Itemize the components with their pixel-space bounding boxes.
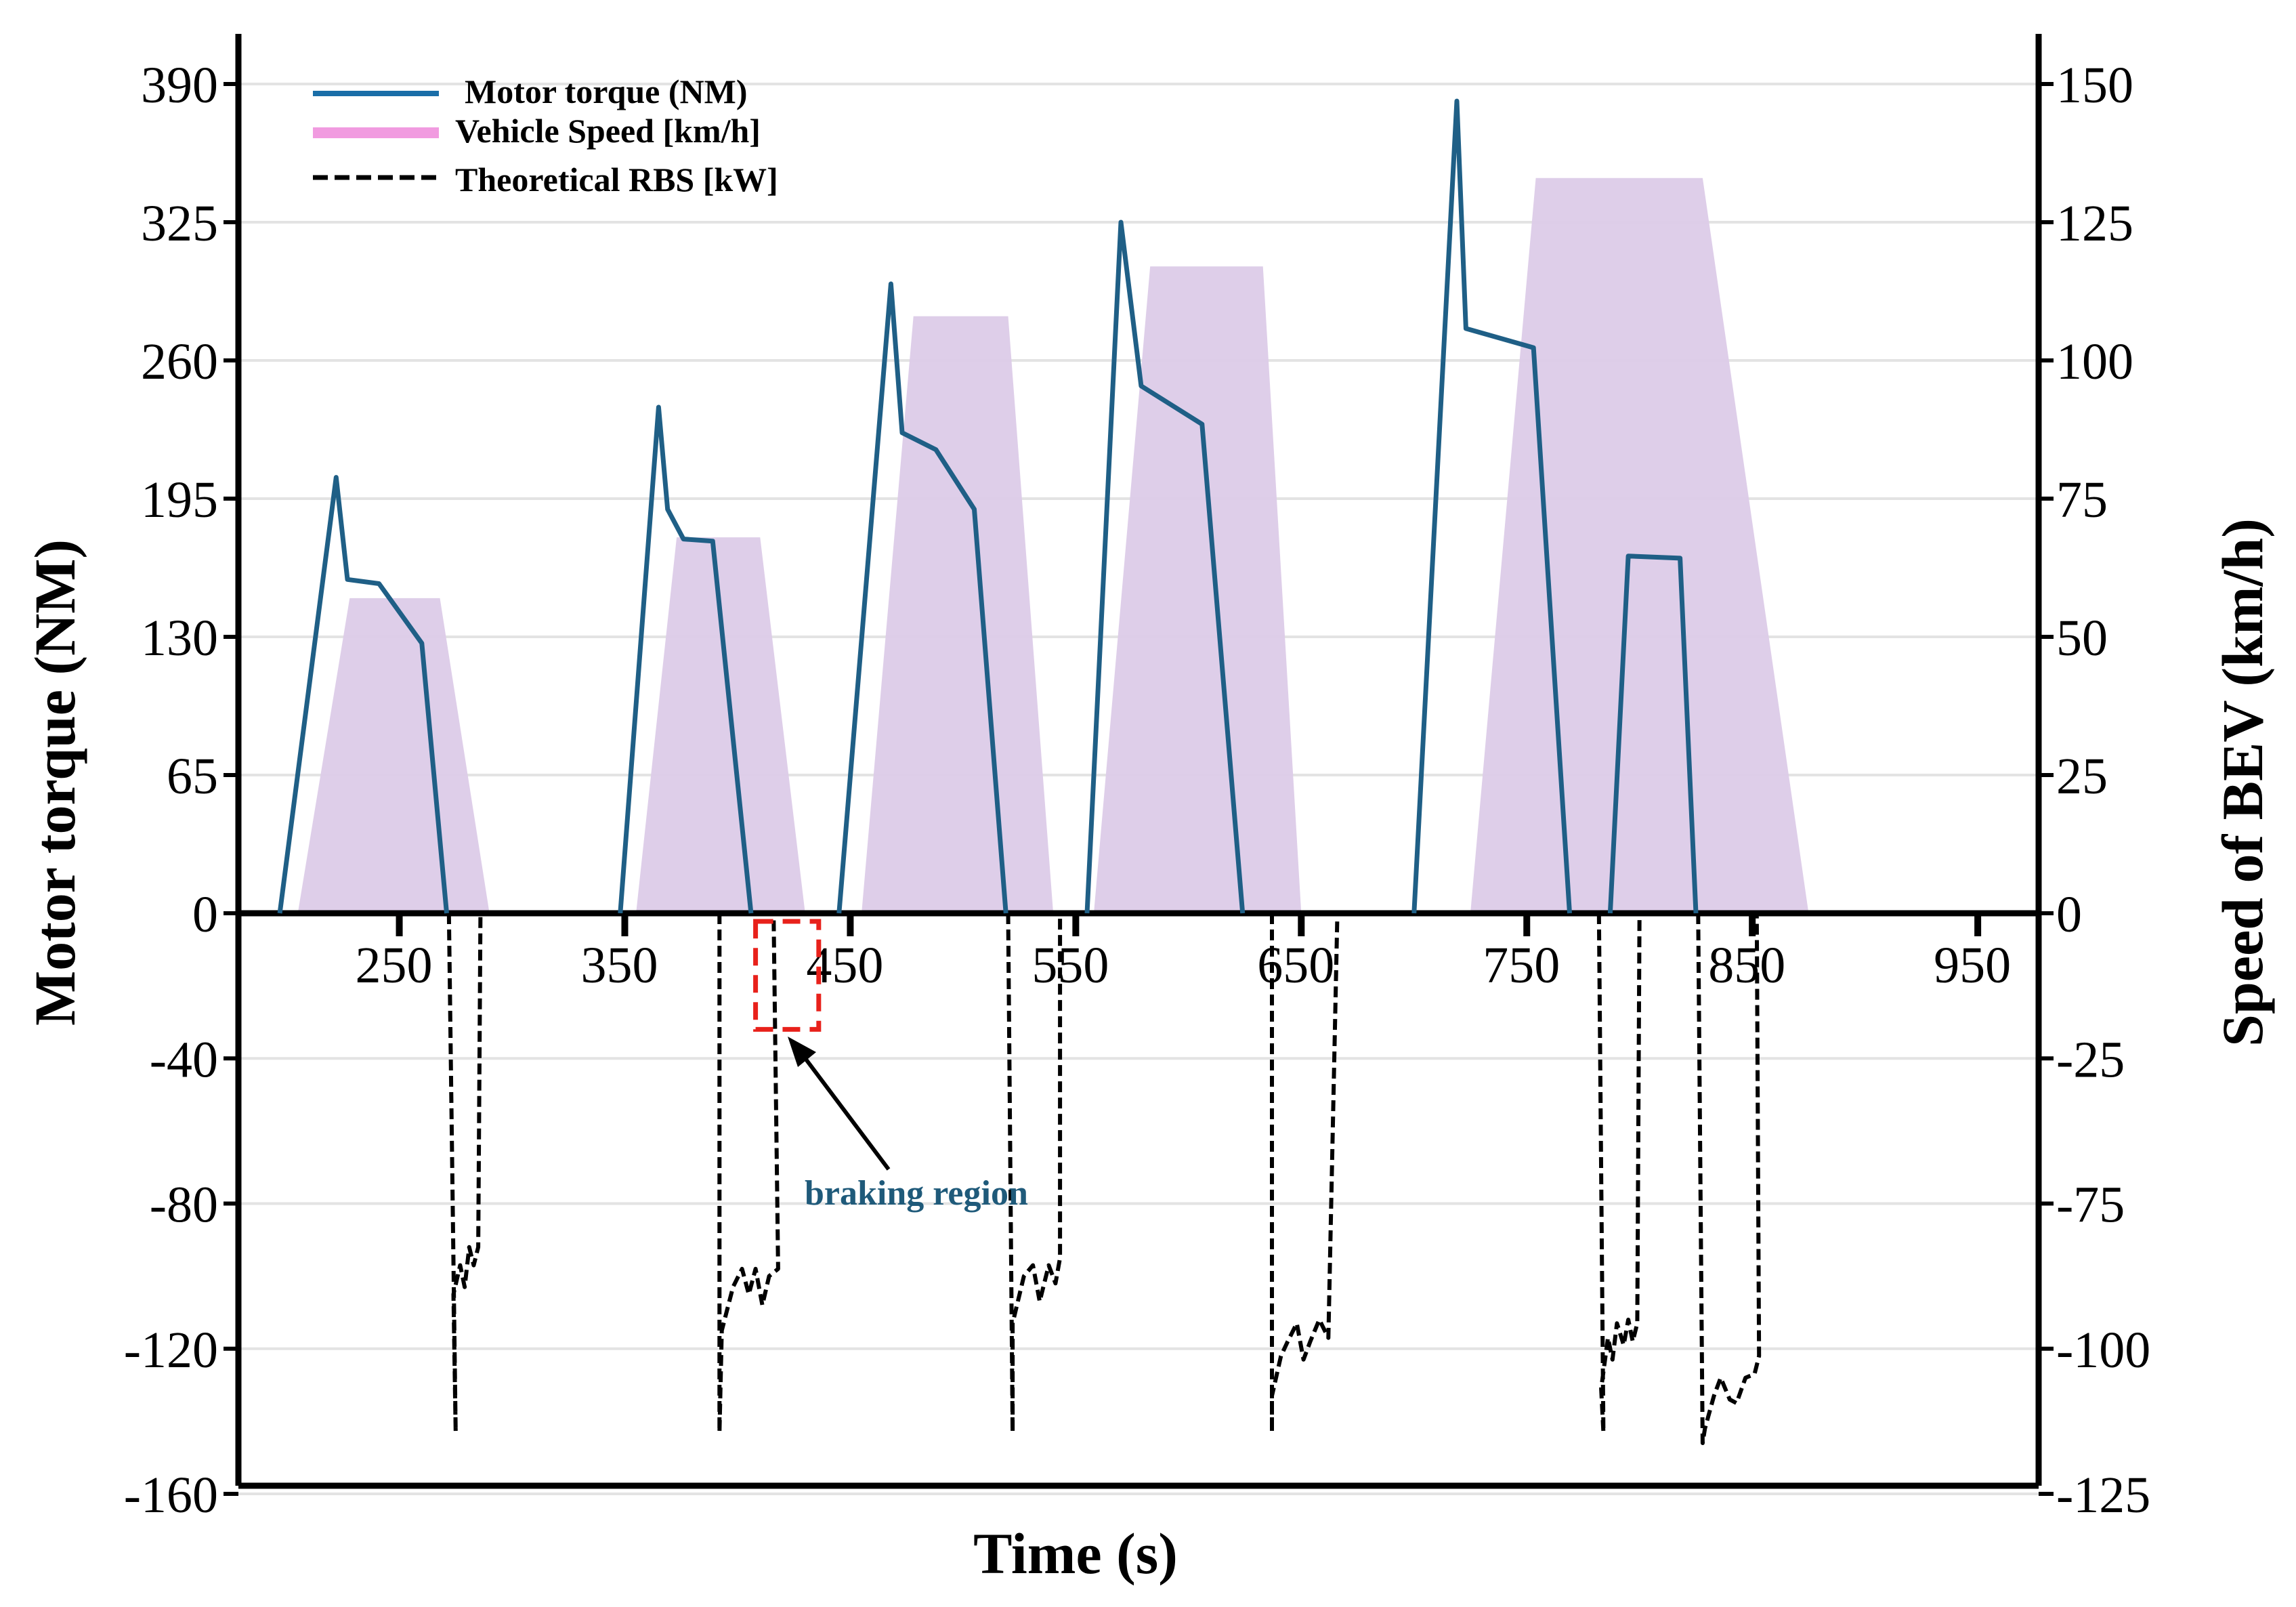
y-left-tick-label-3: 195 (141, 472, 218, 528)
y-right-tick-label-0: 150 (2056, 57, 2133, 114)
y-left-tick-label-10: -160 (124, 1467, 218, 1524)
legend-label-theoretical-rbs: Theoretical RBS [kW] (455, 161, 778, 199)
braking-region-annotation: braking region (753, 919, 1028, 1213)
rbs-line-3 (1270, 913, 1340, 1434)
torque-line-1 (618, 404, 754, 914)
x-tick-label-4: 650 (1257, 937, 1334, 994)
rbs-line-0 (446, 913, 483, 1434)
torque-line-2 (836, 281, 1008, 914)
y-left-tick-label-1: 325 (141, 195, 218, 252)
legend-label-vehicle-speed: Vehicle Speed [km/h] (455, 112, 761, 150)
y-right-axis-title: Speed of BEV (km/h) (2210, 518, 2275, 1047)
rbs-line-5 (1696, 913, 1762, 1445)
rbs-line-2 (1006, 913, 1063, 1434)
y-right-tick-label-7: -25 (2056, 1031, 2125, 1088)
speed-area-layer (297, 178, 1809, 914)
y-left-axis-title: Motor torque (NM) (22, 539, 87, 1026)
y-right-tick-label-4: 50 (2056, 610, 2108, 667)
y-right-tick-label-1: 125 (2056, 195, 2133, 252)
x-tick-label-5: 750 (1483, 937, 1560, 994)
y-right-tick-label-9: -100 (2056, 1322, 2150, 1379)
legend: Motor torque (NM) Vehicle Speed [km/h] T… (313, 72, 778, 199)
x-axis-title: Time (s) (973, 1521, 1178, 1586)
y-right-tick-label-3: 75 (2056, 472, 2108, 528)
braking-region-label: braking region (805, 1174, 1028, 1213)
x-tick-label-7: 950 (1934, 937, 2011, 994)
y-left-tick-label-8: -80 (150, 1177, 218, 1234)
speed-area-1 (636, 537, 805, 913)
y-right-tick-label-2: 100 (2056, 333, 2133, 390)
y-right-tick-label-6: 0 (2056, 886, 2082, 943)
torque-line-3 (1084, 220, 1246, 914)
braking-region-box (753, 919, 822, 1032)
rbs-line-4 (1596, 913, 1642, 1434)
rbs-line-1 (717, 913, 780, 1434)
torque-line-0 (277, 475, 449, 914)
series-line-layer (277, 98, 1762, 1445)
speed-area-3 (1094, 266, 1302, 913)
y-left-tick-label-2: 260 (141, 333, 218, 390)
y-left-tick-label-7: -40 (150, 1031, 218, 1088)
x-tick-label-1: 350 (580, 937, 658, 994)
y-left-tick-label-4: 130 (141, 610, 218, 667)
x-tick-label-3: 550 (1032, 937, 1109, 994)
legend-label-motor-torque: Motor torque (NM) (465, 72, 747, 110)
y-right-tick-label-5: 25 (2056, 748, 2108, 805)
axes-frame-layer (235, 34, 2042, 1489)
braking-region-arrow-shaft (801, 1053, 891, 1171)
y-right-tick-label-10: -125 (2056, 1467, 2150, 1524)
y-right-tick-label-8: -75 (2056, 1177, 2125, 1234)
torque-line-5 (1607, 554, 1699, 914)
x-tick-label-6: 850 (1708, 937, 1785, 994)
y-left-tick-label-9: -120 (124, 1322, 218, 1379)
speed-area-0 (297, 598, 490, 913)
y-left-tick-label-0: 390 (141, 57, 218, 114)
speed-area-4 (1470, 178, 1809, 914)
torque-line-4 (1411, 98, 1572, 914)
tick-layer: 390325260195130650-40-80-120-16015012510… (124, 57, 2151, 1524)
speed-area-2 (862, 316, 1054, 913)
x-tick-label-0: 250 (356, 937, 433, 994)
braking-region-arrow-head (788, 1037, 816, 1067)
y-left-tick-label-6: 0 (192, 886, 218, 943)
y-left-tick-label-5: 65 (167, 748, 218, 805)
